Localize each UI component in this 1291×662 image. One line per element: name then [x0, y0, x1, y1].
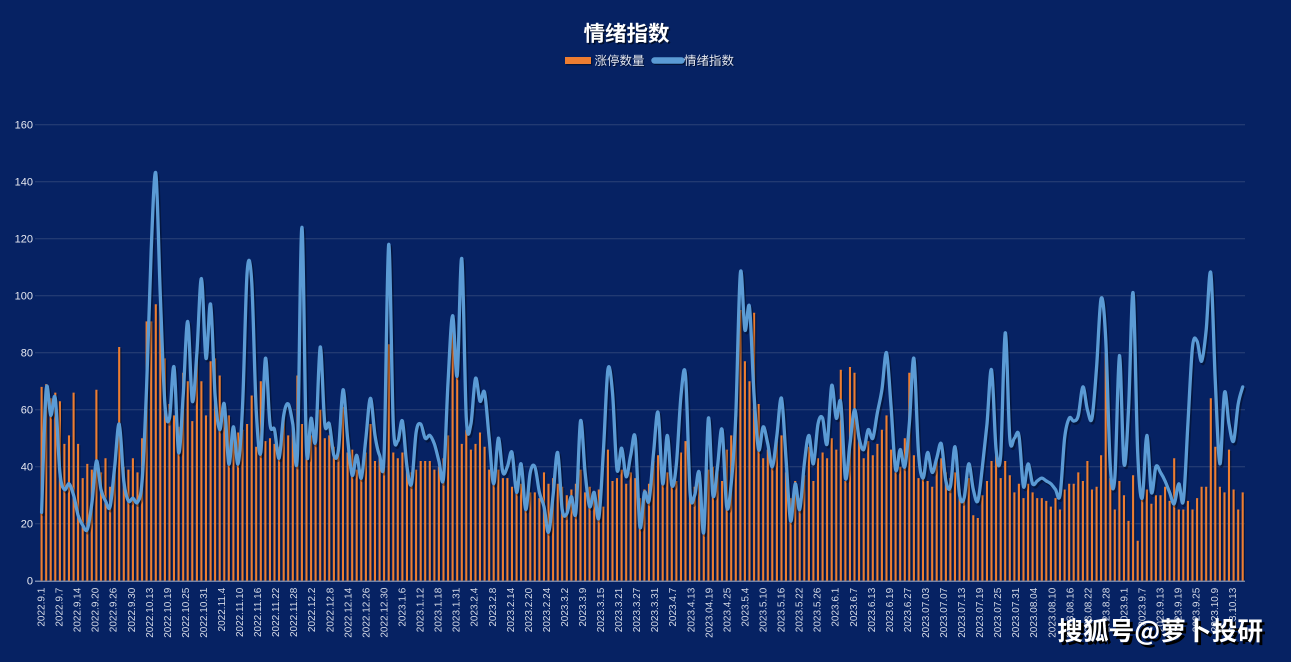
- svg-text:2023.3.21: 2023.3.21: [614, 587, 625, 632]
- svg-text:2023.6.27: 2023.6.27: [903, 587, 914, 632]
- svg-text:2022.12.2: 2022.12.2: [307, 587, 318, 632]
- svg-text:2022.10.31: 2022.10.31: [199, 587, 210, 637]
- svg-text:2023.9.19: 2023.9.19: [1174, 587, 1185, 632]
- svg-text:2022.9.14: 2022.9.14: [73, 587, 84, 632]
- svg-text:2023.07.07: 2023.07.07: [939, 587, 950, 637]
- svg-text:2022.11.16: 2022.11.16: [253, 587, 264, 637]
- svg-text:2023.1.31: 2023.1.31: [452, 587, 463, 632]
- svg-text:2023.07.13: 2023.07.13: [957, 587, 968, 637]
- svg-text:2023.08.10: 2023.08.10: [1047, 587, 1058, 637]
- svg-text:2023.3.27: 2023.3.27: [632, 587, 643, 632]
- svg-text:2023.10.13: 2023.10.13: [1228, 587, 1239, 637]
- svg-text:2023.07.25: 2023.07.25: [993, 587, 1004, 637]
- svg-text:2023.9.25: 2023.9.25: [1192, 587, 1203, 632]
- svg-text:2023.5.4: 2023.5.4: [741, 587, 752, 626]
- svg-text:2023.8.28: 2023.8.28: [1102, 587, 1113, 632]
- svg-text:80: 80: [21, 348, 33, 360]
- svg-text:2023.1.12: 2023.1.12: [416, 587, 427, 632]
- svg-text:160: 160: [15, 120, 33, 132]
- svg-text:2023.4.7: 2023.4.7: [668, 587, 679, 626]
- svg-text:2023.08.22: 2023.08.22: [1083, 587, 1094, 637]
- svg-text:2022.10.19: 2022.10.19: [163, 587, 174, 637]
- svg-text:2022.9.1: 2022.9.1: [37, 587, 48, 626]
- svg-text:2023.4.25: 2023.4.25: [722, 587, 733, 632]
- svg-text:2023.07.31: 2023.07.31: [1011, 587, 1022, 637]
- svg-text:2022.9.20: 2022.9.20: [91, 587, 102, 632]
- svg-text:2023.5.10: 2023.5.10: [759, 587, 770, 632]
- svg-text:2023.6.19: 2023.6.19: [885, 587, 896, 632]
- svg-text:2022.12.26: 2022.12.26: [361, 587, 372, 637]
- svg-text:2023.2.20: 2023.2.20: [524, 587, 535, 632]
- svg-text:100: 100: [15, 291, 33, 303]
- svg-text:2023.9.1: 2023.9.1: [1120, 587, 1131, 626]
- svg-text:0: 0: [27, 576, 33, 588]
- svg-text:2023.04.19: 2023.04.19: [704, 587, 715, 637]
- svg-text:20: 20: [21, 519, 33, 531]
- svg-text:2023.07.19: 2023.07.19: [975, 587, 986, 637]
- svg-text:2022.12.8: 2022.12.8: [325, 587, 336, 632]
- svg-text:140: 140: [15, 177, 33, 189]
- svg-text:2023.10.9: 2023.10.9: [1210, 587, 1221, 632]
- svg-text:2022.11.28: 2022.11.28: [289, 587, 300, 637]
- svg-text:2023.9.7: 2023.9.7: [1138, 587, 1149, 626]
- svg-text:2022.11.10: 2022.11.10: [235, 587, 246, 637]
- svg-text:2022.9.7: 2022.9.7: [55, 587, 66, 626]
- svg-text:2023.6.1: 2023.6.1: [831, 587, 842, 626]
- svg-text:2023.3.15: 2023.3.15: [596, 587, 607, 632]
- svg-text:2023.4.13: 2023.4.13: [686, 587, 697, 632]
- svg-text:2022.12.30: 2022.12.30: [379, 587, 390, 637]
- svg-text:2022.11.4: 2022.11.4: [217, 587, 228, 631]
- svg-text:2023.1.6: 2023.1.6: [398, 587, 409, 626]
- svg-text:2023.6.13: 2023.6.13: [867, 587, 878, 632]
- svg-text:2022.10.13: 2022.10.13: [145, 587, 156, 637]
- svg-text:2022.9.30: 2022.9.30: [127, 587, 138, 632]
- svg-text:2023.3.9: 2023.3.9: [578, 587, 589, 626]
- svg-text:2023.9.13: 2023.9.13: [1156, 587, 1167, 632]
- svg-text:2023.2.14: 2023.2.14: [506, 587, 517, 632]
- svg-text:2023.08.16: 2023.08.16: [1065, 587, 1076, 637]
- svg-text:2022.12.14: 2022.12.14: [343, 587, 354, 637]
- svg-text:2023.6.7: 2023.6.7: [849, 587, 860, 626]
- svg-text:2023.07.03: 2023.07.03: [921, 587, 932, 637]
- svg-text:2022.11.22: 2022.11.22: [271, 587, 282, 637]
- svg-text:2023.3.2: 2023.3.2: [560, 587, 571, 626]
- svg-text:2023.2.8: 2023.2.8: [488, 587, 499, 626]
- svg-text:2023.5.16: 2023.5.16: [777, 587, 788, 632]
- svg-text:2022.10.25: 2022.10.25: [181, 587, 192, 637]
- svg-text:40: 40: [21, 462, 33, 474]
- svg-text:60: 60: [21, 405, 33, 417]
- svg-text:2023.5.22: 2023.5.22: [795, 587, 806, 632]
- svg-text:2023.2.4: 2023.2.4: [470, 587, 481, 626]
- svg-text:120: 120: [15, 234, 33, 246]
- svg-text:2022.9.26: 2022.9.26: [109, 587, 120, 632]
- svg-text:2023.5.26: 2023.5.26: [813, 587, 824, 632]
- svg-text:2023.2.24: 2023.2.24: [542, 587, 553, 632]
- svg-text:2023.08.04: 2023.08.04: [1029, 587, 1040, 637]
- svg-text:2023.3.31: 2023.3.31: [650, 587, 661, 632]
- svg-text:2023.1.18: 2023.1.18: [434, 587, 445, 632]
